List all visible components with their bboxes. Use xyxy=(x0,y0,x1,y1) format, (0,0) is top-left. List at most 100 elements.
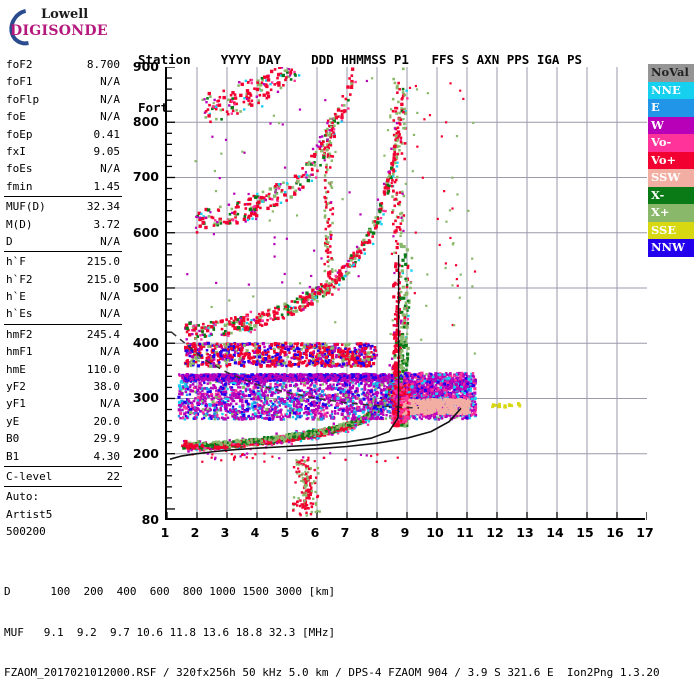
y-axis-tick-label: 400 xyxy=(117,335,159,350)
autoscale-info: 500200 xyxy=(4,523,122,540)
param-row-fxi: fxI 9.05 xyxy=(4,143,122,160)
param-key: h`F2 xyxy=(6,271,33,288)
y-axis-tick-label: 700 xyxy=(117,169,159,184)
param-key: foE xyxy=(6,108,26,125)
x-axis-tick-label: 5 xyxy=(270,525,300,540)
legend-item-x[interactable]: X+ xyxy=(648,204,694,222)
param-row-mufd: MUF(D) 32.34 xyxy=(4,198,122,215)
legend-item-ssw[interactable]: SSW xyxy=(648,169,694,187)
legend-item-e[interactable]: E xyxy=(648,99,694,117)
legend-item-nne[interactable]: NNE xyxy=(648,82,694,100)
param-key: fmin xyxy=(6,178,33,195)
param-value: 8.700 xyxy=(87,56,120,73)
autoscale-info: Artist5 xyxy=(4,506,122,523)
param-value: 110.0 xyxy=(87,361,120,378)
x-axis-tick-label: 6 xyxy=(300,525,330,540)
y-axis-tick-label: 900 xyxy=(117,59,159,74)
x-axis-tick-label: 11 xyxy=(450,525,480,540)
param-row-hes: h`Es N/A xyxy=(4,305,122,322)
param-key: h`F xyxy=(6,253,26,270)
x-axis-tick-label: 9 xyxy=(390,525,420,540)
param-value: 9.05 xyxy=(94,143,121,160)
param-key: foEp xyxy=(6,126,33,143)
param-key: yF2 xyxy=(6,378,26,395)
y-axis-tick-label: 800 xyxy=(117,114,159,129)
param-row-hf: h`F 215.0 xyxy=(4,253,122,270)
param-row-md: M(D)3.72 xyxy=(4,216,122,233)
param-value: N/A xyxy=(100,305,120,322)
param-key: foEs xyxy=(6,160,33,177)
param-key: D xyxy=(6,233,13,250)
param-value: N/A xyxy=(100,91,120,108)
x-axis-tick-label: 7 xyxy=(330,525,360,540)
y-axis-tick-label: 600 xyxy=(117,225,159,240)
x-axis-tick-label: 16 xyxy=(600,525,630,540)
param-value: 215.0 xyxy=(87,271,120,288)
x-axis-tick-label: 12 xyxy=(480,525,510,540)
param-value: 245.4 xyxy=(87,326,120,343)
param-key: M(D) xyxy=(6,216,33,233)
param-key: B0 xyxy=(6,430,19,447)
echo-points xyxy=(177,67,521,517)
param-value: 22 xyxy=(107,468,120,485)
y-axis-tick-label: 200 xyxy=(117,446,159,461)
param-key: foF1 xyxy=(6,73,33,90)
lowell-digisonde-logo: Lowell DIGISONDE xyxy=(8,6,128,42)
logo-digisonde-text: DIGISONDE xyxy=(10,23,108,39)
param-divider xyxy=(4,324,122,325)
param-row-clevel: C-level 22 xyxy=(4,468,122,485)
legend-item-sse[interactable]: SSE xyxy=(648,222,694,240)
autoscale-info: Auto: xyxy=(4,488,122,505)
x-axis-tick-label: 2 xyxy=(180,525,210,540)
param-value: N/A xyxy=(100,73,120,90)
legend-item-w[interactable]: W xyxy=(648,117,694,135)
param-row-hmf2: hmF2 245.4 xyxy=(4,326,122,343)
legend-item-nnw[interactable]: NNW xyxy=(648,239,694,257)
param-row-fof1: foF1 N/A xyxy=(4,73,122,90)
param-key: yF1 xyxy=(6,395,26,412)
x-axis-tick-label: 4 xyxy=(240,525,270,540)
param-key: h`E xyxy=(6,288,26,305)
muf-distance-table: D 100 200 400 600 800 1000 1500 3000 [km… xyxy=(4,558,660,693)
param-value: 32.34 xyxy=(87,198,120,215)
legend-item-vo[interactable]: Vo+ xyxy=(648,152,694,170)
param-key: C-level xyxy=(6,468,52,485)
param-key: h`Es xyxy=(6,305,33,322)
legend-item-x[interactable]: X- xyxy=(648,187,694,205)
param-key: foFlp xyxy=(6,91,39,108)
y-axis-tick-label: 300 xyxy=(117,390,159,405)
y-axis-tick-label: 500 xyxy=(117,280,159,295)
x-axis-tick-label: 8 xyxy=(360,525,390,540)
param-key: MUF(D) xyxy=(6,198,46,215)
x-axis-tick-label: 10 xyxy=(420,525,450,540)
muf-row: MUF 9.1 9.2 9.7 10.6 11.8 13.6 18.8 32.3… xyxy=(4,626,660,640)
x-axis-tick-label: 15 xyxy=(570,525,600,540)
param-key: hmF2 xyxy=(6,326,33,343)
param-divider xyxy=(4,251,122,252)
param-key: B1 xyxy=(6,448,19,465)
x-axis-tick-label: 3 xyxy=(210,525,240,540)
x-axis-tick-label: 14 xyxy=(540,525,570,540)
station-header-labels: Station YYYY DAY DDD HHMMSS P1 FFS S AXN… xyxy=(138,52,582,68)
ionogram-canvas[interactable] xyxy=(165,67,645,520)
param-key: fxI xyxy=(6,143,26,160)
legend-item-vo[interactable]: Vo- xyxy=(648,134,694,152)
legend-item-noval[interactable]: NoVal xyxy=(648,64,694,82)
x-axis-tick-label: 1 xyxy=(150,525,180,540)
param-value: 215.0 xyxy=(87,253,120,270)
distance-row: D 100 200 400 600 800 1000 1500 3000 [km… xyxy=(4,585,660,599)
